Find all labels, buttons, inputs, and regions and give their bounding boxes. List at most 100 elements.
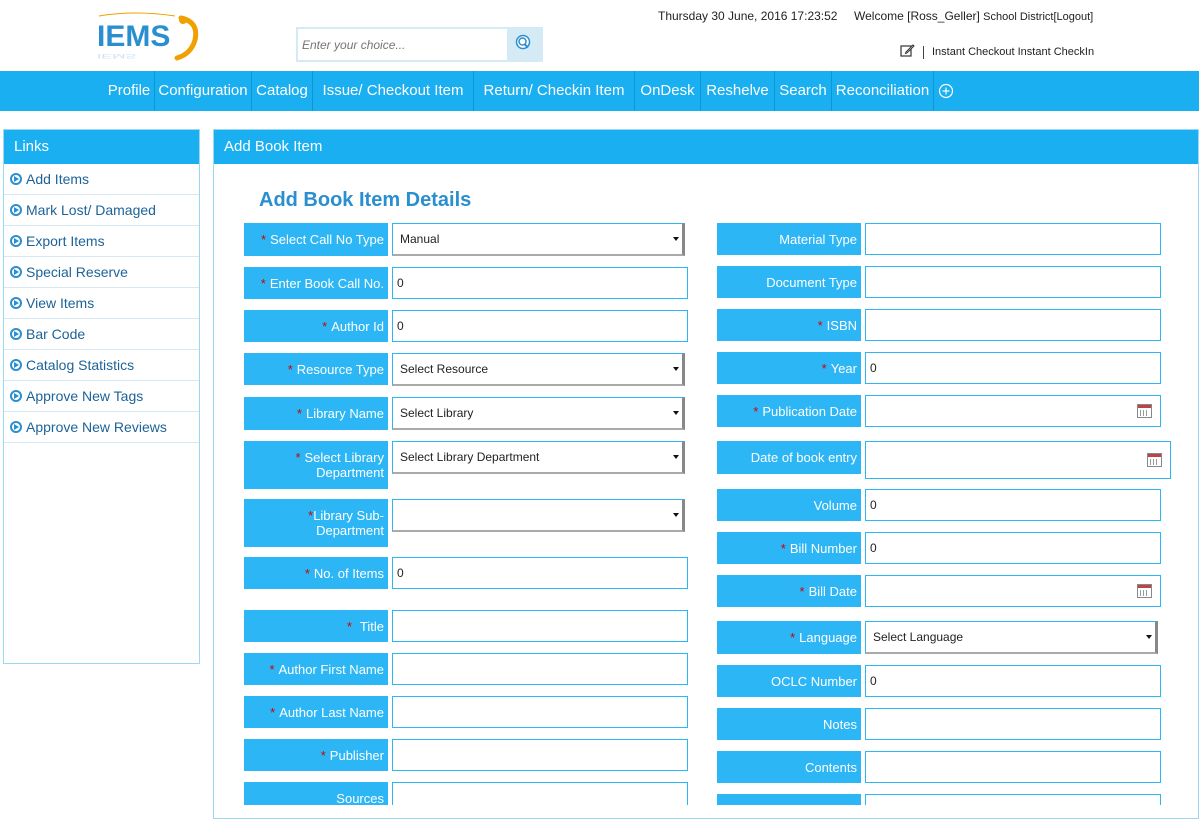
label-document-type: Document Type <box>717 266 861 298</box>
label-title: * Title <box>244 610 388 642</box>
bullet-arrow-icon <box>10 297 22 309</box>
bullet-arrow-icon <box>10 359 22 371</box>
nav-divider <box>312 71 313 111</box>
links-panel: Links Add Items Mark Lost/ Damaged Expor… <box>3 129 200 664</box>
bullet-arrow-icon <box>10 173 22 185</box>
search-input[interactable] <box>298 29 509 60</box>
calendar-icon[interactable] <box>1137 584 1152 598</box>
label-no-of-items: * No. of Items <box>244 557 388 589</box>
label-year: * Year <box>717 352 861 384</box>
sidebar-item-label: Mark Lost/ Damaged <box>26 202 156 218</box>
publisher-input[interactable] <box>392 739 688 771</box>
panel-title: Add Book Item <box>214 130 1198 164</box>
dropdown-arrow-icon <box>1146 635 1152 639</box>
library-department-select[interactable]: Select Library Department <box>392 441 685 474</box>
instant-checkin-link[interactable]: Instant CheckIn <box>1017 46 1095 58</box>
library-sub-department-select[interactable] <box>392 499 685 532</box>
title-input[interactable] <box>392 610 688 642</box>
edit-icon[interactable] <box>900 43 915 61</box>
calendar-icon[interactable] <box>1137 404 1152 418</box>
label-call-no-type: * Select Call No Type <box>244 223 388 256</box>
resource-type-select[interactable]: Select Resource <box>392 353 685 386</box>
label-library-name: * Library Name <box>244 397 388 430</box>
instant-checkout-link[interactable]: Instant Checkout <box>932 46 1015 58</box>
welcome-user: Welcome [Ross_Geller] <box>854 9 980 23</box>
bullet-arrow-icon <box>10 421 22 433</box>
label-book-call-no: * Enter Book Call No. <box>244 267 388 299</box>
isbn-input[interactable] <box>865 309 1161 341</box>
no-of-items-input[interactable]: 0 <box>392 557 688 589</box>
sidebar-item-bar-code[interactable]: Bar Code <box>4 319 199 350</box>
label-bill-date: * Bill Date <box>717 575 861 607</box>
material-type-input[interactable] <box>865 223 1161 255</box>
plus-circle-icon[interactable] <box>934 71 958 111</box>
sidebar-item-catalog-statistics[interactable]: Catalog Statistics <box>4 350 199 381</box>
author-id-input[interactable]: 0 <box>392 310 688 342</box>
sidebar-item-label: Catalog Statistics <box>26 357 135 373</box>
sidebar-item-label: Approve New Reviews <box>26 419 167 435</box>
sidebar-item-label: Approve New Tags <box>26 388 144 404</box>
volume-input[interactable]: 0 <box>865 489 1161 521</box>
call-no-type-select[interactable]: Manual <box>392 223 685 256</box>
bill-number-input[interactable]: 0 <box>865 532 1161 564</box>
notes-input[interactable] <box>865 708 1161 740</box>
label-language: * Language <box>717 621 861 654</box>
document-type-input[interactable] <box>865 266 1161 298</box>
svg-text:IEMS: IEMS <box>97 52 136 59</box>
sidebar-item-export-items[interactable]: Export Items <box>4 226 199 257</box>
nav-issue-checkout[interactable]: Issue/ Checkout Item <box>322 82 464 99</box>
sidebar-item-add-items[interactable]: Add Items <box>4 164 199 195</box>
form-title: Add Book Item Details <box>259 189 472 211</box>
welcome-message: Welcome [Ross_Geller] School District[Lo… <box>854 9 1093 23</box>
label-isbn: * ISBN <box>717 309 861 341</box>
label-author-first-name: * Author First Name <box>244 653 388 685</box>
divider <box>923 45 924 59</box>
nav-profile[interactable]: Profile <box>107 82 151 99</box>
svg-text:IEMS: IEMS <box>97 20 170 53</box>
next-field-input[interactable] <box>865 794 1161 805</box>
nav-reshelve[interactable]: Reshelve <box>706 82 769 99</box>
label-notes: Notes <box>717 708 861 740</box>
label-bill-number: * Bill Number <box>717 532 861 564</box>
nav-return-checkin[interactable]: Return/ Checkin Item <box>483 82 625 99</box>
oclc-number-input[interactable]: 0 <box>865 665 1161 697</box>
date-of-book-entry-input[interactable] <box>865 441 1171 479</box>
search-button[interactable] <box>507 29 541 60</box>
sidebar-item-approve-reviews[interactable]: Approve New Reviews <box>4 412 199 443</box>
label-author-id: * Author Id <box>244 310 388 342</box>
label-oclc-number: OCLC Number <box>717 665 861 697</box>
library-name-select[interactable]: Select Library <box>392 397 685 430</box>
nav-configuration[interactable]: Configuration <box>158 82 248 99</box>
sidebar-item-view-items[interactable]: View Items <box>4 288 199 319</box>
bill-date-input[interactable] <box>865 575 1161 607</box>
main-nav: Profile Configuration Catalog Issue/ Che… <box>0 71 1199 111</box>
nav-ondesk[interactable]: OnDesk <box>640 82 695 99</box>
dropdown-arrow-icon <box>673 237 679 241</box>
nav-divider <box>933 71 934 111</box>
calendar-icon[interactable] <box>1147 453 1162 467</box>
search-box <box>296 27 543 62</box>
sidebar-item-mark-lost[interactable]: Mark Lost/ Damaged <box>4 195 199 226</box>
nav-reconciliation[interactable]: Reconciliation <box>835 82 930 99</box>
nav-divider <box>700 71 701 111</box>
bullet-arrow-icon <box>10 390 22 402</box>
dropdown-arrow-icon <box>673 367 679 371</box>
nav-divider <box>251 71 252 111</box>
iems-logo[interactable]: IEMS IEMS <box>95 10 215 62</box>
publication-date-input[interactable] <box>865 395 1161 427</box>
sidebar-item-special-reserve[interactable]: Special Reserve <box>4 257 199 288</box>
sidebar-item-label: Export Items <box>26 233 105 249</box>
year-input[interactable]: 0 <box>865 352 1161 384</box>
author-last-name-input[interactable] <box>392 696 688 728</box>
book-call-no-input[interactable]: 0 <box>392 267 688 299</box>
language-select[interactable]: Select Language <box>865 621 1158 654</box>
logout-link[interactable]: [Logout] <box>1053 11 1094 23</box>
contents-input[interactable] <box>865 751 1161 783</box>
nav-catalog[interactable]: Catalog <box>256 82 308 99</box>
nav-search[interactable]: Search <box>779 82 827 99</box>
sources-input[interactable] <box>392 782 688 805</box>
author-first-name-input[interactable] <box>392 653 688 685</box>
welcome-org: School District <box>983 11 1054 23</box>
sidebar-item-approve-tags[interactable]: Approve New Tags <box>4 381 199 412</box>
label-sources: Sources <box>244 782 388 806</box>
